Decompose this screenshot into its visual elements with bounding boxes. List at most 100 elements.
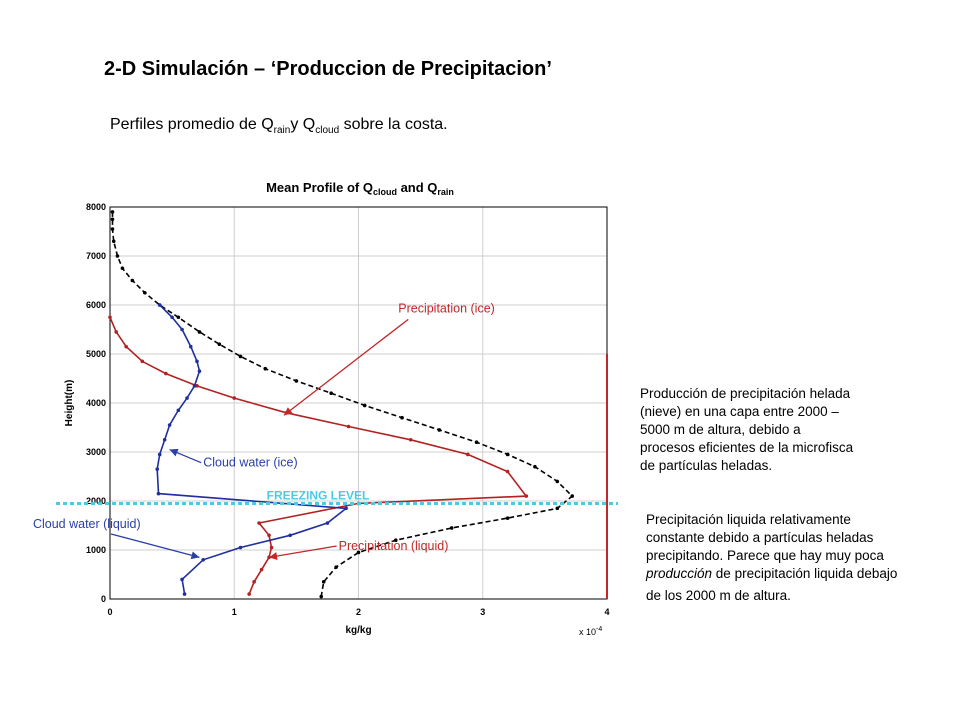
annotation-layer: Precipitation (ice) Cloud water (ice) Clou… [33, 301, 495, 560]
series-point-0 [263, 366, 268, 371]
x-tick-label: 4 [604, 607, 609, 617]
annotation-arrowhead [169, 448, 179, 457]
series-point-0 [110, 217, 115, 222]
series-point-0 [570, 494, 575, 498]
series-point-0 [362, 403, 367, 408]
series-point-1 [267, 533, 271, 538]
subtitle-sub-rain: rain [273, 125, 291, 137]
y-tick-label: 4000 [86, 398, 106, 408]
series-point-2 [192, 384, 197, 388]
note-liquid-italic-word: producción [646, 566, 713, 581]
x-multiplier: x 10-4 [579, 626, 602, 637]
series-line-0 [111, 211, 574, 597]
y-tick-label: 8000 [86, 202, 106, 212]
series-layer [108, 210, 575, 599]
series-line-2 [156, 304, 349, 595]
series-point-0 [142, 290, 147, 295]
y-tick-label: 2000 [86, 496, 106, 506]
x-axis-label: kg/kg [345, 625, 371, 636]
note-liquid-line: constante debido a partículas heladas [646, 530, 874, 545]
subtitle-prefix: Perfiles promedio de Q [110, 116, 274, 133]
annotation-arrowhead [269, 552, 278, 560]
freezing-level-label: FREEZING LEVEL [267, 488, 370, 502]
slide-title: 2-D Simulación – ‘Produccion de Precipit… [104, 58, 552, 80]
series-point-0 [400, 415, 404, 420]
note-ice-line: 5000 m de altura, debido a [640, 422, 801, 437]
note-ice-line: (nieve) en una capa entre 2000 – [640, 404, 839, 419]
slide-subtitle: Perfiles promedio de Qrainy Qcloud sobre… [110, 116, 448, 136]
annotation-arrowhead [190, 551, 200, 560]
series-point-2 [176, 408, 181, 413]
series-point-0 [110, 210, 115, 214]
series-point-0 [555, 506, 560, 511]
series-point-1 [252, 580, 256, 584]
chart-title: Mean Profile of Qcloud and Qrain [266, 180, 454, 197]
series-point-0 [505, 516, 510, 520]
series-point-2 [201, 558, 205, 562]
y-tick-label: 0 [101, 594, 106, 604]
note-liquid-line: de precipitación liquida debajo [712, 566, 898, 581]
note-liquid-precipitation: Precipitación liquida relativamente cons… [646, 511, 897, 605]
series-point-1 [124, 344, 128, 349]
series-point-2 [170, 315, 174, 320]
annotation-arrow [110, 533, 200, 558]
subtitle-suffix: sobre la costa. [339, 116, 448, 133]
series-point-0 [130, 278, 135, 283]
note-liquid-line: de los 2000 m de altura. [646, 588, 791, 603]
annotation-label: Cloud water (ice) [203, 456, 297, 470]
y-tick-label: 1000 [86, 545, 106, 555]
series-point-1 [408, 437, 413, 442]
note-ice-precipitation: Producción de precipitación helada (nieve… [640, 385, 853, 475]
series-point-2 [157, 452, 162, 457]
series-point-0 [110, 227, 115, 231]
series-point-2 [195, 359, 199, 364]
series-point-2 [180, 577, 184, 582]
note-liquid-line: precipitando. Parece que hay muy poca [646, 548, 884, 563]
series-point-0 [217, 342, 222, 347]
series-point-2 [156, 491, 161, 496]
series-point-0 [393, 538, 398, 542]
note-ice-line: de partículas heladas. [640, 458, 773, 473]
series-point-1 [346, 424, 351, 429]
series-point-1 [195, 384, 199, 388]
series-point-0 [120, 266, 125, 271]
series-point-1 [269, 545, 274, 550]
series-point-2 [344, 506, 348, 511]
series-point-1 [466, 452, 470, 457]
subtitle-sub-cloud: cloud [315, 125, 340, 137]
annotation-arrow [283, 318, 409, 416]
series-point-1 [505, 469, 510, 474]
y-tick-label: 3000 [86, 447, 106, 457]
series-point-0 [321, 580, 326, 584]
note-ice-line: Producción de precipitación helada [640, 386, 851, 401]
series-point-1 [164, 371, 168, 376]
axis-ticks: 0 1 2 3 4 0 1000 2000 3000 4000 5000 6000 7000 8000 [86, 202, 610, 617]
series-point-2 [180, 327, 184, 332]
series-point-1 [247, 592, 251, 596]
series-point-2 [182, 592, 187, 596]
series-point-1 [108, 315, 112, 320]
annotation-label: Cloud water (liquid) [33, 517, 141, 531]
subtitle-mid: y Q [290, 116, 316, 133]
series-point-1 [259, 567, 264, 572]
series-point-2 [185, 396, 189, 400]
series-point-0 [238, 354, 243, 359]
series-point-2 [188, 344, 193, 349]
series-point-0 [356, 550, 361, 555]
x-tick-label: 3 [480, 607, 485, 617]
x-tick-label: 1 [232, 607, 237, 617]
series-point-1 [257, 521, 261, 525]
series-point-1 [114, 330, 119, 334]
series-point-2 [167, 423, 172, 427]
series-point-2 [325, 521, 330, 525]
series-point-0 [197, 330, 202, 334]
series-point-0 [474, 440, 479, 445]
series-point-0 [437, 428, 442, 432]
series-point-0 [334, 565, 338, 569]
series-point-2 [288, 533, 292, 538]
series-point-0 [115, 254, 120, 258]
note-liquid-line: Precipitación liquida relativamente [646, 512, 851, 527]
series-line-1 [109, 316, 528, 595]
annotation-arrowhead [283, 407, 293, 416]
